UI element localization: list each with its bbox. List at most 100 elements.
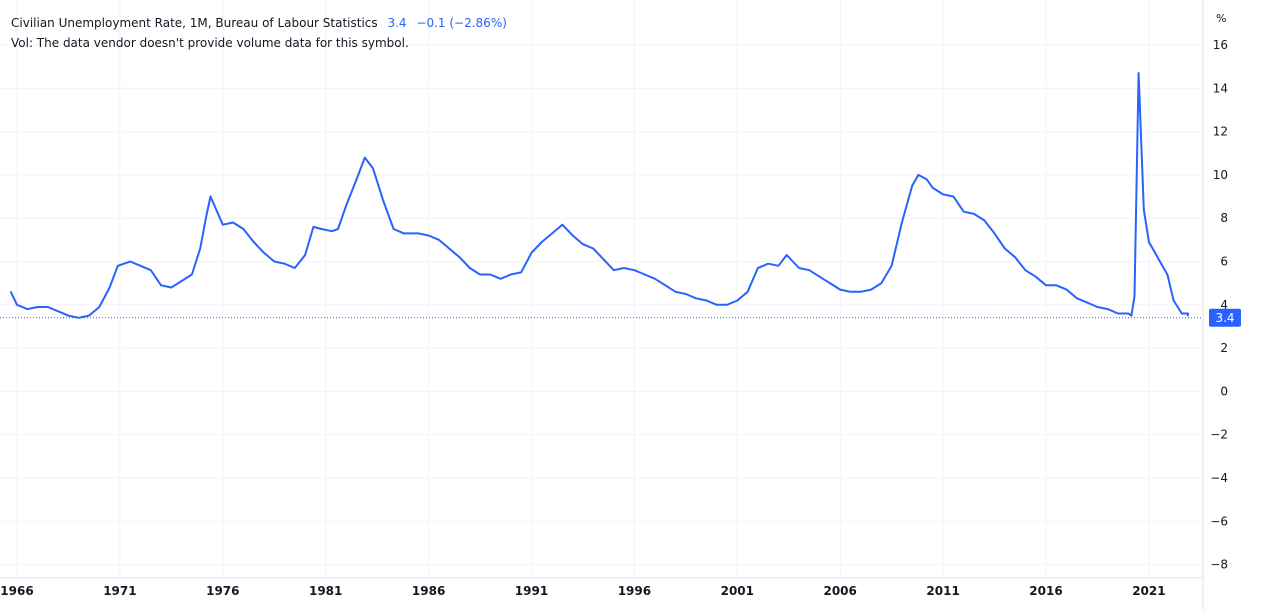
series-point [205, 215, 208, 217]
series-point [674, 291, 677, 293]
series-point [304, 254, 306, 256]
series-point [77, 317, 80, 319]
series-point [633, 269, 636, 272]
series-point [345, 204, 348, 206]
y-tick-label: 2 [1220, 341, 1228, 355]
x-tick-label: 2001 [721, 584, 754, 598]
series-point [499, 278, 502, 280]
legend-title: Civilian Unemployment Rate, 1M, Bureau o… [11, 16, 378, 30]
series-point [643, 273, 646, 276]
x-tick-label: 1986 [412, 584, 445, 598]
series-point [1148, 241, 1150, 243]
series-point [320, 228, 323, 230]
series-point [829, 282, 831, 284]
series-point [1137, 72, 1140, 74]
y-tick-label: 14 [1213, 81, 1228, 95]
series-point [88, 314, 90, 317]
series-point [880, 282, 883, 284]
series-point [469, 267, 471, 269]
x-tick-layer: 1966 1971 1976 1981 1986 1991 1996 2001 2006 2011… [0, 584, 1165, 598]
series-point [623, 267, 625, 269]
series-point [870, 288, 872, 291]
legend-change: −0.1 (−2.86%) [416, 16, 507, 30]
series-line-unemployment [9, 72, 1189, 319]
series-point [613, 269, 615, 272]
series-point [1130, 314, 1133, 317]
x-tick-label: 2011 [926, 584, 959, 598]
x-tick-label: 2006 [823, 584, 856, 598]
series-point [263, 252, 265, 254]
series-point [839, 288, 841, 291]
series-point [911, 184, 913, 187]
y-tick-label: 8 [1220, 211, 1228, 225]
series-point [551, 232, 553, 235]
series-point [705, 299, 708, 302]
series-point [726, 304, 728, 306]
series-point [364, 156, 366, 159]
series-point [242, 228, 245, 230]
y-tick-label: 12 [1213, 125, 1228, 139]
series-point [695, 297, 697, 300]
series-point [1055, 284, 1058, 287]
series-point [767, 262, 769, 265]
series-point [520, 271, 522, 274]
series-point [917, 174, 920, 176]
series-point [1034, 275, 1037, 278]
series-point [1166, 273, 1169, 276]
series-point [1045, 284, 1047, 287]
series-point [860, 291, 862, 293]
y-tick-layer: 16 14 12 10 8 6 4 2 0 −2 −4 −6 −8 [1210, 38, 1228, 572]
series-point [283, 262, 286, 265]
series-point [312, 226, 315, 228]
series-point [36, 306, 39, 308]
series-point [479, 273, 481, 276]
series-point [1187, 314, 1189, 317]
series-point [932, 187, 934, 189]
series-points [10, 72, 1189, 319]
series-point [1172, 299, 1175, 302]
series-point [983, 219, 986, 222]
series-point [541, 241, 543, 243]
series-point [16, 304, 18, 306]
series-point [1117, 312, 1119, 315]
series-point [209, 195, 212, 198]
series-point [1154, 252, 1156, 254]
x-tick-label: 1971 [103, 584, 136, 598]
series-point [818, 275, 821, 278]
y-tick-label: 10 [1213, 168, 1228, 182]
x-tick-label: 1981 [309, 584, 342, 598]
legend-last-value: 3.4 [387, 16, 407, 30]
series-point [962, 210, 965, 213]
series-point [808, 269, 811, 272]
series-point [571, 234, 574, 237]
series-point [47, 306, 49, 308]
series-point [26, 308, 29, 310]
series-point [1096, 306, 1099, 308]
series-point [355, 178, 358, 180]
series-point [993, 232, 996, 235]
chart-legend: Civilian Unemployment Rate, 1M, Bureau o… [11, 13, 507, 53]
series-point [294, 267, 296, 269]
legend-volume-note: Vol: The data vendor doesn't provide vol… [11, 36, 409, 50]
series-point [1086, 301, 1088, 304]
series-point [372, 167, 374, 170]
series-point [973, 213, 975, 215]
x-tick-label: 1976 [206, 584, 239, 598]
series-point [582, 243, 584, 245]
series-point [1143, 208, 1145, 211]
series-point [438, 239, 440, 241]
series-point [252, 241, 255, 243]
grid-layer [0, 0, 1203, 578]
y-tick-label: 16 [1213, 38, 1228, 52]
series-point [785, 254, 788, 256]
series-point [715, 304, 718, 306]
last-value-badge [1209, 308, 1241, 327]
series-point [417, 232, 420, 235]
series-point [160, 284, 162, 287]
series-point [942, 193, 944, 196]
y-tick-label: 0 [1220, 384, 1228, 398]
series-point [1024, 269, 1027, 272]
series-point [331, 230, 333, 232]
series-point [849, 291, 852, 293]
